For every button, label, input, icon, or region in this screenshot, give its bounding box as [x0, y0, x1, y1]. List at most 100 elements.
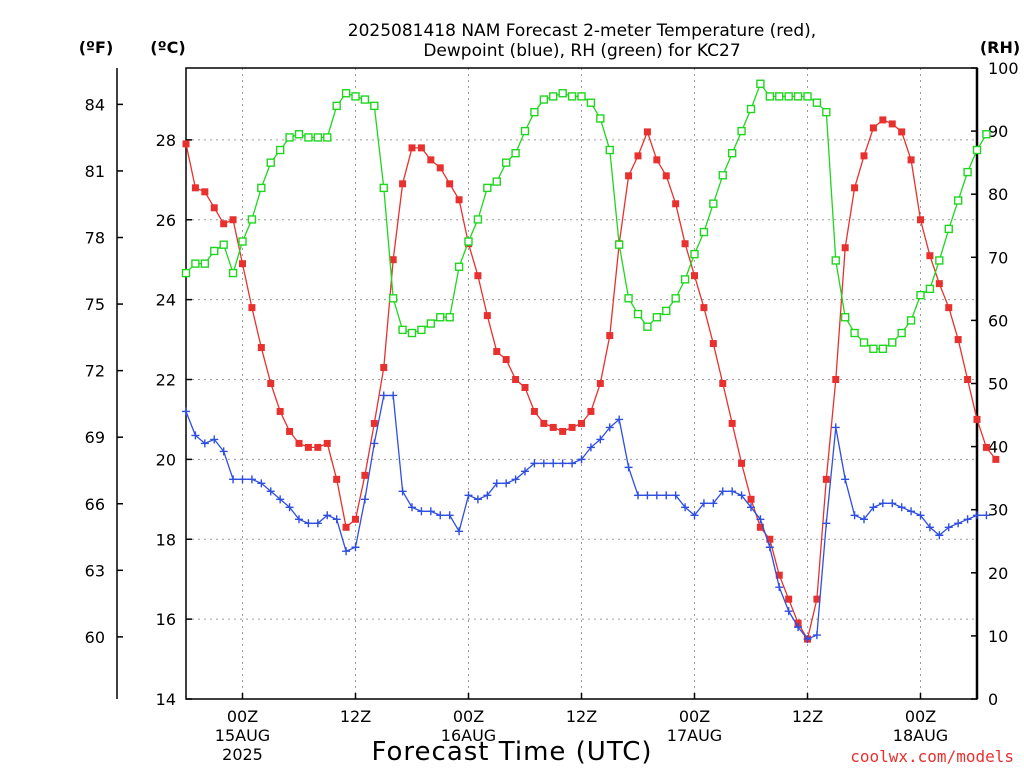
temperature-point — [578, 419, 585, 427]
temperature-point — [587, 407, 595, 415]
rh-point — [643, 322, 652, 331]
rh-point — [511, 148, 520, 158]
rh-point — [285, 133, 294, 142]
temperature-point — [728, 419, 736, 427]
unit-celsius-label: (ºC) — [150, 38, 185, 57]
x-tick-date-label: 16AUG — [441, 726, 496, 745]
celsius-tick-label: 16 — [156, 610, 176, 629]
x-tick-label: 12Z — [566, 707, 597, 726]
temperature-point — [841, 244, 849, 252]
dewpoint-point — [850, 511, 859, 520]
plot-frame — [185, 67, 978, 700]
temperature-point — [408, 144, 416, 152]
temperature-point — [766, 535, 774, 543]
temperature-point — [568, 423, 576, 431]
dewpoint-point — [483, 491, 492, 500]
temperature-point — [220, 220, 228, 228]
rh-point — [351, 92, 360, 101]
rh-point — [558, 89, 567, 98]
dewpoint-point — [210, 435, 219, 444]
rh-point — [238, 237, 247, 246]
dewpoint-point — [398, 487, 407, 496]
rh-point — [775, 92, 784, 101]
rh-point — [586, 98, 596, 107]
temperature-point — [653, 156, 661, 164]
x-tick-label: 12Z — [340, 707, 371, 726]
temperature-point — [295, 439, 303, 447]
dewpoint-point — [765, 543, 774, 552]
rh-point — [850, 328, 859, 338]
series-temperature — [182, 116, 1000, 643]
dewpoint-point — [445, 511, 454, 520]
rh-point — [935, 256, 944, 265]
temperature-point — [926, 252, 934, 260]
rh-point — [304, 133, 313, 142]
dewpoint-point — [266, 487, 275, 496]
rh-point — [426, 319, 436, 328]
temperature-point — [436, 164, 444, 172]
dewpoint-point — [379, 391, 388, 400]
rh-tick-label: 40 — [988, 438, 1008, 457]
temperature-point — [700, 304, 708, 312]
temperature-point — [239, 260, 246, 268]
celsius-tick-label: 22 — [156, 371, 176, 390]
dewpoint-point — [624, 463, 633, 472]
dewpoint-point — [568, 459, 577, 468]
dewpoint-point — [747, 503, 755, 512]
rh-point — [473, 215, 483, 224]
axes: 60 63 66 69 72 75 78 81 84 14 16 18 20 22 24 26 28 0 10 20 3… — [85, 59, 1019, 764]
unit-rh-label: (RH) — [980, 38, 1020, 57]
dewpoint-point — [351, 543, 360, 552]
temperature-point — [483, 312, 491, 320]
dewpoint-point — [238, 475, 247, 484]
dewpoint-point — [473, 495, 482, 504]
dewpoint-point — [662, 491, 671, 500]
temperature-point — [709, 340, 717, 348]
temperature-point — [474, 272, 482, 280]
temperature-point — [417, 144, 425, 152]
rh-point — [963, 167, 972, 177]
temperature-point — [822, 475, 830, 483]
temperature-point — [681, 240, 689, 248]
x-tick-label: 12Z — [792, 707, 823, 726]
temperature-point — [521, 383, 529, 391]
temperature-point — [785, 595, 793, 603]
temperature-point — [191, 184, 199, 192]
dewpoint-point — [360, 495, 369, 504]
temperature-point — [747, 495, 755, 503]
series-layer — [181, 79, 1000, 644]
rh-tick-label: 50 — [988, 375, 1008, 394]
dewpoint-point — [860, 515, 868, 524]
rh-point — [793, 92, 803, 101]
rh-point — [445, 313, 454, 322]
dewpoint-point — [944, 523, 953, 532]
temperature-point — [540, 419, 548, 427]
fahrenheit-tick-label: 75 — [85, 295, 105, 314]
temperature-point — [370, 419, 378, 427]
dewpoint-point — [831, 423, 840, 432]
rh-tick-label: 90 — [988, 122, 1008, 141]
dewpoint-point — [342, 547, 351, 556]
x-tick-date-label: 18AUG — [893, 726, 948, 745]
temperature-point — [945, 304, 953, 312]
rh-point — [219, 240, 228, 249]
temperature-point — [512, 376, 520, 384]
dewpoint-point — [982, 511, 991, 520]
dewpoint-point — [577, 455, 586, 464]
temperature-point — [851, 184, 859, 192]
series-dewpoint — [182, 391, 991, 644]
x-axis-label: Forecast Time (UTC) — [371, 737, 652, 767]
temperature-point — [342, 523, 350, 531]
rh-point — [953, 196, 963, 205]
temperature-point — [634, 152, 642, 160]
temperature-point — [493, 348, 501, 356]
fahrenheit-tick-label: 84 — [85, 95, 105, 114]
dewpoint-point — [313, 519, 322, 528]
temperature-point — [596, 380, 604, 387]
rh-point — [727, 148, 737, 158]
temperature-point — [314, 443, 322, 451]
rh-point — [822, 107, 831, 117]
temperature-point — [982, 443, 990, 451]
fahrenheit-tick-label: 81 — [85, 162, 105, 181]
x-tick-date-label: 17AUG — [667, 726, 722, 745]
